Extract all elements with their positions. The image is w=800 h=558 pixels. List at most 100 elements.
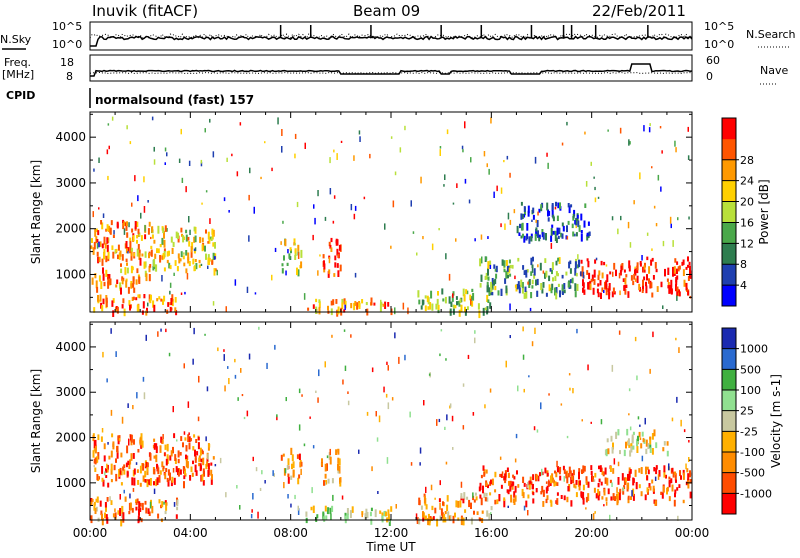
power-echo-speck [531, 267, 534, 273]
power-echo-cell [651, 292, 654, 298]
freq-label-line2: [MHz] [2, 68, 34, 81]
power-echo-cell [169, 306, 172, 312]
vel-echo-cell [598, 465, 600, 470]
vel-echo-cell [157, 467, 160, 475]
power-echo-speck [271, 274, 273, 281]
power-echo-speck [129, 141, 132, 145]
vel-echo-cell [587, 493, 590, 501]
vel-echo-cell [338, 458, 341, 466]
vel-echo-speck [387, 402, 390, 410]
power-echo-cell [135, 279, 138, 285]
vel-echo-cell [174, 458, 177, 464]
vel-echo-cell [198, 457, 201, 462]
vel-echo-cell [483, 471, 486, 477]
power-echo-cell [323, 263, 326, 270]
vel-echo-speck [165, 328, 167, 333]
power-echo-cell [152, 266, 155, 271]
vel-echo-cell [609, 479, 612, 484]
power-echo-cell [526, 269, 529, 273]
power-echo-cell [105, 228, 108, 232]
power-echo-cell [119, 250, 122, 257]
power-echo-cell [120, 268, 123, 274]
power-echo-cell [353, 302, 356, 311]
power-echo-cell [130, 253, 133, 261]
vel-echo-cell [115, 473, 118, 482]
vel-echo-cell [194, 449, 196, 457]
power-echo-speck [410, 200, 412, 207]
vel-echo-cell [164, 444, 167, 450]
vel-echo-cell [653, 429, 656, 437]
power-echo-speck [655, 223, 658, 227]
power-echo-cell [523, 235, 526, 243]
vel-echo-cell [682, 472, 685, 480]
power-echo-cell [115, 306, 118, 313]
vel-echo-cell [617, 429, 620, 436]
power-echo-cell [125, 278, 128, 282]
vel-echo-cell [682, 469, 685, 475]
vel-echo-cell [335, 449, 338, 455]
power-echo-speck [507, 212, 510, 220]
power-colorbar-segment [722, 222, 736, 244]
power-echo-speck [392, 200, 395, 208]
power-echo-cell [307, 307, 310, 311]
power-echo-speck [201, 202, 203, 205]
power-echo-cell [185, 234, 188, 242]
power-echo-cell [159, 255, 162, 263]
power-echo-cell [95, 236, 98, 244]
power-echo-cell [94, 228, 97, 237]
power-echo-speck [194, 247, 197, 252]
vel-echo-cell [141, 502, 144, 511]
vel-echo-cell [601, 471, 604, 475]
vel-echo-cell [282, 453, 285, 457]
power-echo-cell [490, 281, 493, 289]
power-echo-cell [100, 302, 103, 309]
power-echo-cell [323, 260, 325, 266]
vel-ytick-label: 4000 [55, 340, 86, 354]
power-echo-cell [625, 274, 628, 278]
power-echo-cell [192, 258, 195, 265]
power-echo-cell [470, 296, 473, 300]
vel-echo-cell [158, 475, 161, 483]
power-echo-speck [464, 121, 466, 129]
power-echo-speck [358, 130, 361, 135]
vel-echo-cell [126, 445, 129, 454]
vel-echo-cell [539, 472, 541, 477]
vel-echo-cell [673, 499, 676, 507]
power-echo-cell [466, 290, 469, 295]
vel-echo-cell [135, 506, 138, 511]
vel-echo-cell [485, 469, 488, 474]
vel-echo-cell [566, 496, 569, 503]
vel-echo-cell [364, 513, 367, 520]
power-ytick-label: 3000 [55, 176, 86, 190]
vel-echo-speck [241, 394, 244, 397]
power-echo-cell [674, 258, 677, 263]
vel-echo-cell [321, 458, 323, 464]
power-echo-cell [530, 236, 533, 242]
power-echo-cell [561, 233, 564, 239]
x-tick-label: 16:00 [474, 526, 509, 540]
power-echo-cell [670, 288, 673, 294]
power-echo-cell [678, 265, 681, 270]
vel-echo-cell [647, 469, 650, 475]
vel-echo-speck [110, 409, 113, 416]
vel-echo-speck [347, 400, 350, 406]
vel-echo-cell [434, 507, 437, 514]
power-echo-cell [201, 244, 204, 252]
vel-echo-speck [565, 472, 567, 479]
vel-echo-cell [177, 458, 180, 464]
vel-echo-speck [472, 492, 474, 498]
vel-echo-speck [193, 327, 195, 335]
power-echo-cell [110, 220, 113, 226]
vel-echo-cell [120, 482, 123, 486]
vel-echo-speck [375, 411, 377, 417]
power-colorbar-tick-label: 8 [740, 258, 747, 271]
vel-echo-cell [464, 509, 467, 513]
power-echo-cell [687, 256, 689, 262]
power-echo-cell [136, 221, 139, 228]
vel-echo-cell [427, 513, 430, 520]
power-echo-cell [561, 274, 564, 279]
power-echo-cell [460, 304, 463, 312]
vel-echo-speck [183, 363, 185, 369]
power-echo-cell [570, 204, 573, 208]
vel-echo-cell [112, 513, 115, 518]
